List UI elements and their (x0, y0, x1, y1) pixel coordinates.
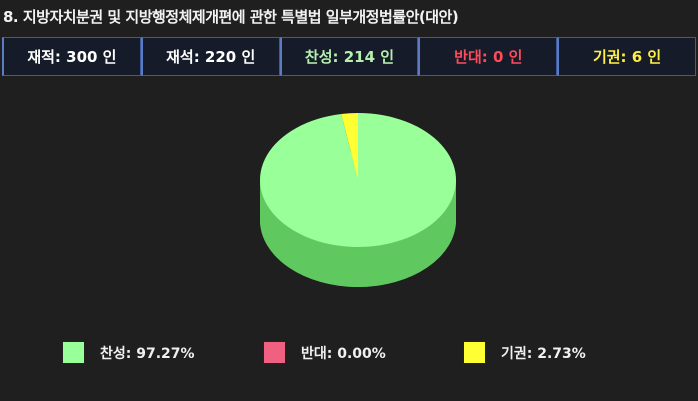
stat-registered: 재적: 300 인 (2, 37, 141, 76)
stat-yes: 찬성: 214 인 (279, 37, 419, 76)
legend-swatch-yes (62, 341, 85, 364)
legend-label-yes: 찬성: 97.27% (100, 345, 195, 362)
pie-slice-0 (260, 113, 457, 247)
bill-title: 8. 지방자치분권 및 지방행정체제개편에 관한 특별법 일부개정법률안(대안) (3, 8, 459, 26)
vote-stats-bar: 재적: 300 인 재석: 220 인 찬성: 214 인 반대: 0 인 기권… (2, 37, 696, 76)
legend-yes: 찬성: 97.27% (62, 341, 195, 364)
stat-present: 재석: 220 인 (140, 37, 280, 76)
legend-swatch-no (263, 341, 286, 364)
legend-label-no: 반대: 0.00% (301, 345, 386, 362)
legend-abstain: 기권: 2.73% (463, 341, 586, 364)
legend-label-abstain: 기권: 2.73% (501, 345, 586, 362)
pie-slice-2 (341, 113, 358, 180)
legend-no: 반대: 0.00% (263, 341, 386, 364)
stat-abstain: 기권: 6 인 (557, 37, 696, 76)
legend-swatch-abstain (463, 341, 486, 364)
stat-no: 반대: 0 인 (418, 37, 558, 76)
